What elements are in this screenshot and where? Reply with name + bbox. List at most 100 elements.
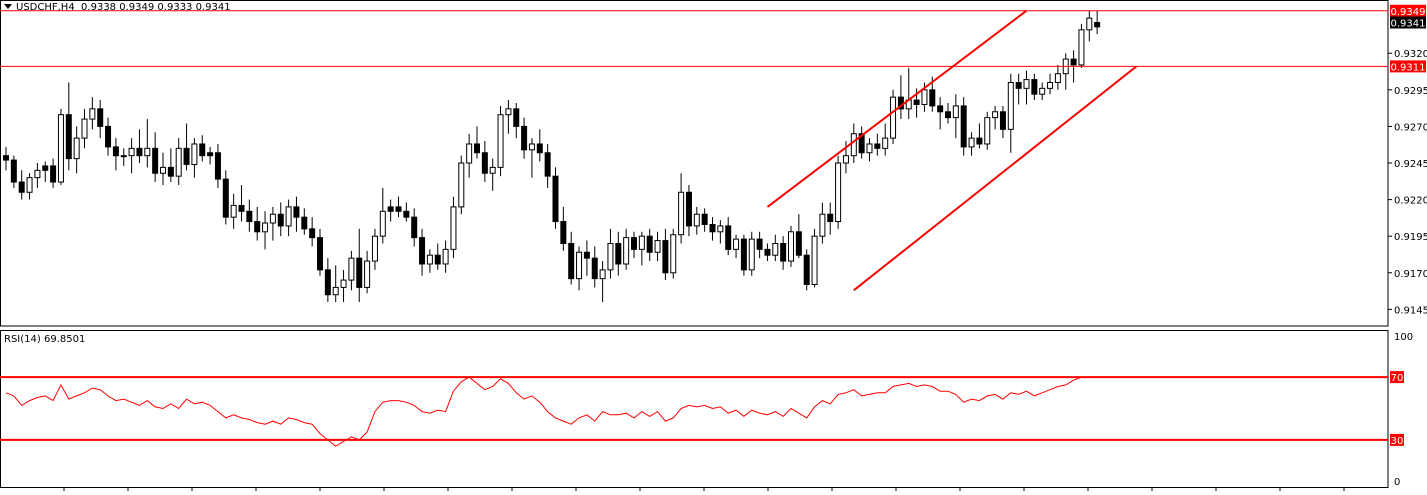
candle-body: [434, 254, 441, 265]
candle-body: [1047, 82, 1054, 89]
candle-body: [3, 155, 9, 161]
candle-body: [301, 216, 308, 230]
rsi-level-30-tag: 30: [1391, 436, 1404, 447]
candle-body: [740, 238, 747, 271]
rsi-axis-0-label: 0: [1394, 477, 1400, 488]
candle-body: [419, 237, 426, 265]
price-tag-top-line: 0.9349: [1391, 7, 1426, 18]
candle-body: [293, 206, 300, 218]
candle-body: [356, 257, 363, 288]
candle-body: [1086, 17, 1093, 31]
candle-body: [654, 240, 661, 253]
candle-body: [764, 248, 771, 256]
candle-body: [646, 235, 653, 253]
channel-upper-line: [766, 9, 1028, 208]
candle-body: [120, 155, 127, 158]
candle-body: [175, 147, 182, 177]
candle-body: [324, 269, 331, 296]
candle-body: [929, 89, 936, 107]
candle-body: [144, 147, 151, 157]
ohlc-close: 0.9341: [195, 2, 231, 13]
candle-body: [890, 96, 897, 139]
candle-body: [811, 235, 818, 285]
candle-body: [615, 243, 622, 265]
candle-body: [858, 133, 865, 154]
candle-body: [984, 117, 991, 145]
rsi-axis-100-label: 100: [1394, 332, 1413, 343]
candle-body: [842, 155, 849, 164]
candle-body: [199, 143, 206, 157]
candle-body: [795, 231, 802, 256]
candle-body: [207, 152, 214, 157]
candle-body: [827, 213, 834, 223]
candle-body: [222, 178, 229, 218]
candle-body: [262, 222, 269, 233]
candle-body: [1094, 21, 1101, 28]
candle-body: [748, 238, 755, 271]
price-tag-top-line-bg: [1390, 4, 1426, 17]
price-axis-label: 0.9295: [1394, 86, 1427, 97]
candle-body: [568, 243, 575, 280]
candle-body: [403, 210, 410, 218]
candle-body: [34, 169, 41, 179]
candle-body: [709, 223, 716, 233]
channel-lower-line: [853, 65, 1138, 292]
candle-body: [866, 143, 873, 154]
candle-body: [285, 206, 292, 227]
candle-body: [756, 238, 763, 250]
candle-body: [50, 165, 57, 183]
candle-body: [254, 221, 261, 233]
candle-body: [191, 143, 198, 165]
price-axis-label: 0.9145: [1394, 305, 1427, 316]
candle-body: [599, 269, 606, 280]
candle-body: [733, 238, 740, 250]
candle-body: [128, 147, 135, 157]
candle-body: [105, 125, 112, 148]
rsi-series-line: [5, 376, 1082, 447]
candle-body: [968, 137, 975, 148]
candle-body: [81, 118, 88, 139]
price-tag-last: 0.9341: [1391, 18, 1426, 29]
candle-body: [379, 210, 386, 237]
candle-body: [874, 143, 881, 149]
candle-body: [474, 143, 480, 154]
candle-body: [167, 166, 174, 177]
candle-body: [623, 237, 630, 265]
candle-body: [685, 191, 692, 227]
candle-body: [481, 152, 488, 174]
candle-body: [591, 257, 598, 280]
candle-body: [426, 254, 433, 265]
candle-body: [411, 216, 418, 239]
symbol-label: USDCHF,H4: [16, 2, 75, 13]
candle-body: [387, 206, 394, 212]
candle-body: [364, 260, 371, 288]
candle-body: [183, 147, 190, 165]
candle-body: [97, 108, 104, 127]
rsi-level-70-tag: 70: [1391, 373, 1404, 384]
candle-body: [371, 235, 378, 262]
candle-body: [450, 206, 457, 250]
candle-body: [937, 105, 944, 113]
candle-body: [536, 143, 543, 154]
candle-body: [246, 210, 253, 223]
candle-body: [788, 231, 794, 262]
candle-body: [42, 165, 49, 171]
dropdown-triangle-icon[interactable]: [4, 4, 12, 9]
candle-body: [780, 243, 787, 262]
candle-body: [725, 225, 732, 250]
candle-body: [638, 235, 645, 250]
candle-body: [65, 114, 72, 160]
price-axis-label: 0.9220: [1394, 196, 1427, 207]
candle-body: [10, 159, 17, 183]
price-axis-label: 0.9195: [1394, 232, 1427, 243]
candle-body: [458, 162, 465, 208]
candle-body: [497, 114, 504, 168]
price-tag-last-bg: [1390, 16, 1426, 29]
candle-body: [835, 162, 842, 223]
candle-body: [89, 108, 96, 120]
candle-body: [1078, 29, 1085, 66]
candle-body: [693, 213, 700, 227]
price-axis-label: 0.9170: [1394, 269, 1427, 280]
